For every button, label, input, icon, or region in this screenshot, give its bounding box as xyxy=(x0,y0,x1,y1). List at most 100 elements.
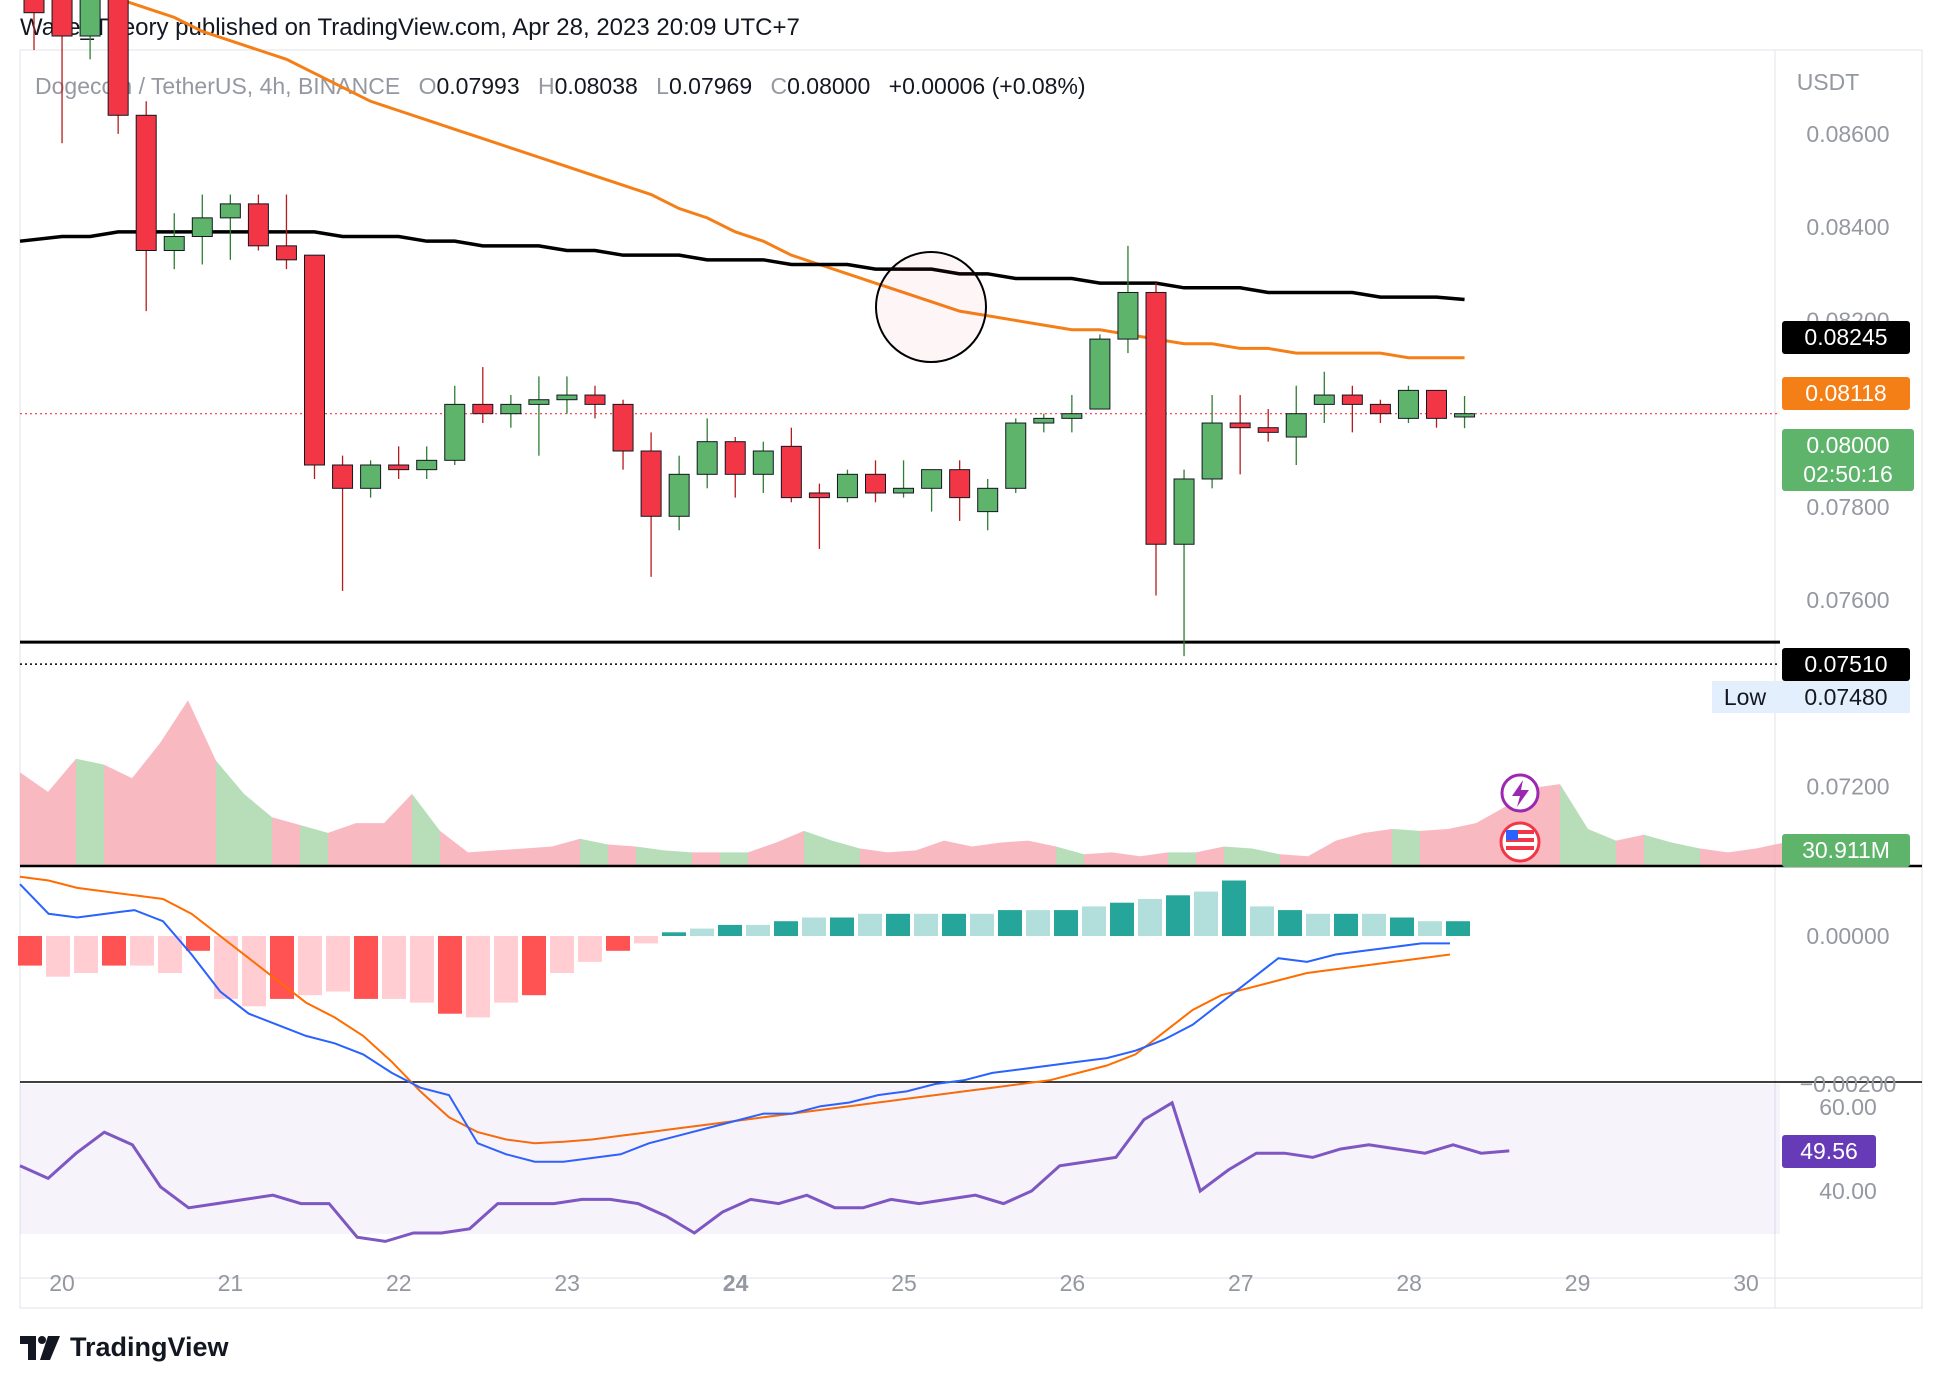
time-tick-label: 29 xyxy=(1565,1270,1591,1296)
macd-histogram-bar xyxy=(998,910,1022,936)
orange-ma-tag: 0.08118 xyxy=(1782,377,1910,410)
macd-histogram-bar xyxy=(1278,910,1302,936)
macd-histogram-bar xyxy=(1250,906,1274,936)
macd-histogram-bar xyxy=(1334,913,1358,936)
us-flag-icon[interactable] xyxy=(1499,821,1541,863)
candlesticks xyxy=(23,0,1476,657)
lightning-icon[interactable] xyxy=(1500,773,1540,813)
publish-header: Wave_Theory published on TradingView.com… xyxy=(20,14,800,41)
candle-body xyxy=(1061,413,1083,419)
candle-body xyxy=(1257,427,1279,433)
macd-tick-label: −0.00200 xyxy=(1800,1071,1897,1097)
macd-histogram-bar xyxy=(74,936,98,973)
candle-body xyxy=(977,487,999,513)
price-tick-label: 0.07800 xyxy=(1806,494,1889,520)
svg-text:30.911M: 30.911M xyxy=(1802,837,1890,863)
volume-segment xyxy=(776,830,804,866)
volume-segment xyxy=(496,848,524,866)
volume-segment xyxy=(580,838,608,866)
macd-histogram-bar xyxy=(858,913,882,936)
macd-histogram-bar xyxy=(1446,921,1470,936)
macd-histogram-bar xyxy=(1222,880,1246,936)
candle-body xyxy=(1313,394,1335,405)
macd-histogram-bar xyxy=(802,917,826,936)
time-tick-label: 27 xyxy=(1228,1270,1254,1296)
macd-histogram-bar xyxy=(1054,910,1078,936)
volume-segment xyxy=(384,793,412,866)
candle-body xyxy=(135,114,157,252)
macd-histogram-bar xyxy=(130,936,154,966)
macd-histogram-bar xyxy=(662,932,686,936)
volume-segment xyxy=(244,793,272,866)
candle-body xyxy=(780,445,802,499)
macd-histogram-bar xyxy=(942,913,966,936)
black-ma-line xyxy=(19,230,1465,302)
candle-body xyxy=(556,394,578,401)
volume-segment xyxy=(1364,828,1392,866)
volume-segment xyxy=(972,842,1000,866)
volume-segment xyxy=(1280,854,1308,866)
volume-segment xyxy=(720,852,748,866)
candle-body xyxy=(1369,403,1391,415)
volume-segment xyxy=(1112,852,1140,866)
volume-segment xyxy=(916,840,944,866)
price-tick-label: 0.08400 xyxy=(1806,214,1889,240)
candle-body xyxy=(1117,291,1139,340)
macd-line xyxy=(19,883,1450,1163)
macd-histogram-bar xyxy=(746,924,770,936)
volume-tag: 30.911M xyxy=(1782,834,1910,867)
crossover-circle[interactable] xyxy=(875,251,987,363)
svg-text:0.08000: 0.08000 xyxy=(1806,432,1889,458)
macd-histogram-bar xyxy=(606,936,630,951)
volume-segment xyxy=(524,846,552,866)
time-tick-label: 25 xyxy=(891,1270,917,1296)
volume-segment xyxy=(1084,852,1112,866)
volume-segment xyxy=(1476,807,1504,866)
macd-tick-label: 0.00000 xyxy=(1806,923,1889,949)
volume-segment xyxy=(1056,846,1084,866)
time-tick-label: 24 xyxy=(723,1270,749,1296)
volume-segment xyxy=(300,825,328,866)
volume-segment xyxy=(1000,840,1028,866)
volume-segment xyxy=(216,760,244,866)
candle-body xyxy=(893,487,915,494)
volume-segment xyxy=(1728,848,1756,866)
support-tag: 0.07510 xyxy=(1782,648,1910,681)
candle-body xyxy=(1397,389,1419,419)
volume-segment xyxy=(356,823,384,866)
candle-body xyxy=(500,403,522,415)
macd-axis-ticks: 0.00000 −0.00200 xyxy=(1800,923,1897,1097)
candle-body xyxy=(752,450,774,475)
volume-area xyxy=(20,700,1812,866)
svg-text:0.08118: 0.08118 xyxy=(1805,380,1886,406)
candle-body xyxy=(1005,422,1027,489)
black-ma-tag: 0.08245 xyxy=(1782,321,1910,354)
svg-text:02:50:16: 02:50:16 xyxy=(1803,461,1893,487)
tradingview-logo[interactable]: TradingView xyxy=(20,1332,229,1363)
macd-histogram-bar xyxy=(186,936,210,951)
macd-histogram-bar xyxy=(102,936,126,966)
candle-body xyxy=(1145,291,1167,545)
candle-body xyxy=(640,450,662,517)
candle-body xyxy=(51,0,73,37)
volume-segment xyxy=(608,844,636,866)
macd-histogram-bar xyxy=(354,936,378,999)
volume-segment xyxy=(20,772,48,866)
time-axis-labels: 20 21 22 23 24 25 26 27 28 29 30 xyxy=(49,1270,1759,1296)
macd-histogram-bar xyxy=(494,936,518,1003)
macd-histogram-bar xyxy=(1306,913,1330,936)
macd-histogram-bar xyxy=(466,936,490,1018)
volume-segment xyxy=(664,850,692,866)
orange-ma-line xyxy=(117,0,1465,360)
volume-segment xyxy=(860,848,888,866)
candle-body xyxy=(79,0,101,37)
volume-segment xyxy=(748,842,776,866)
time-tick-label: 20 xyxy=(49,1270,75,1296)
volume-segment xyxy=(1756,842,1784,866)
candle-body xyxy=(107,0,129,116)
macd-histogram-bar xyxy=(970,913,994,936)
volume-segment xyxy=(440,830,468,866)
candle-body xyxy=(163,236,185,252)
rsi-band xyxy=(20,1084,1780,1234)
